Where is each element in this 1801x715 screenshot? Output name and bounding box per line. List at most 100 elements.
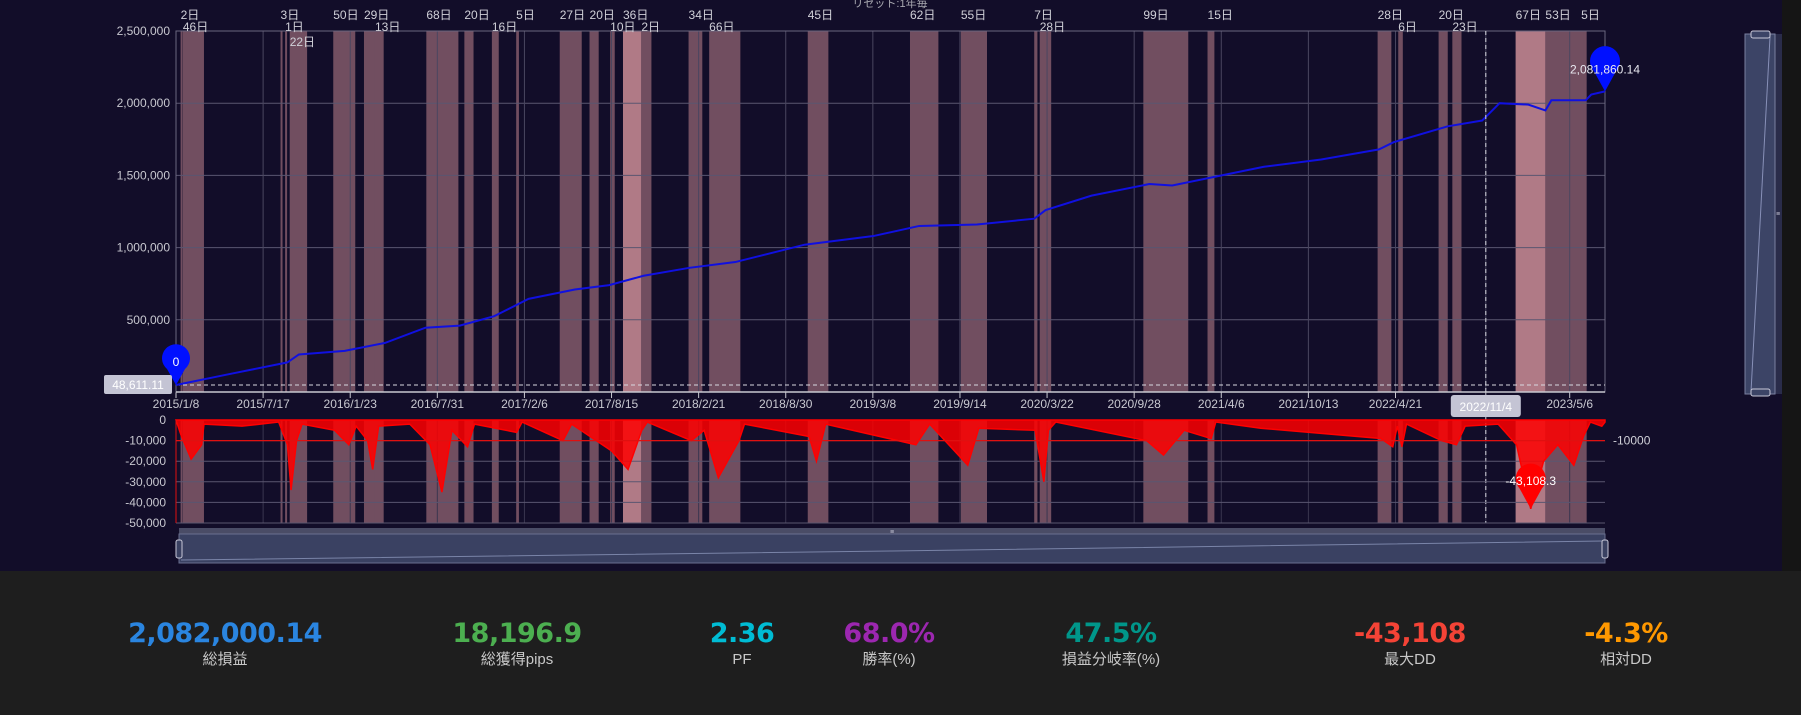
start-value-box (104, 374, 172, 394)
drawdown-band-lower (1581, 420, 1584, 523)
stat-value: 2.36 (709, 618, 775, 649)
band-duration-label: 36日 (623, 8, 648, 22)
band-duration-label: 23日 (1452, 20, 1477, 34)
x-tick-label: 2015/7/17 (236, 397, 290, 411)
drawdown-band (1581, 31, 1584, 392)
drawdown-area (174, 419, 1606, 509)
equity-line (175, 90, 1606, 386)
drawdown-band (1377, 31, 1392, 392)
stat-label: 勝率(%) (862, 651, 916, 668)
stat-label: 総損益 (202, 651, 248, 668)
drawdown-band-lower (1034, 420, 1038, 523)
end-value-label: 2,081,860.14 (1570, 62, 1640, 76)
navigator-left-handle[interactable] (175, 539, 183, 559)
drawdown-band (491, 31, 499, 392)
band-duration-label: 68日 (426, 8, 451, 22)
vslider-window (1744, 33, 1776, 395)
band-duration-label: 62日 (910, 8, 935, 22)
drawdown-band (516, 31, 519, 392)
navigator-mini-line (180, 540, 1604, 561)
vslider-bottom-handle[interactable] (1750, 388, 1771, 397)
dd-y-tick-label: -50,000 (125, 516, 166, 530)
start-pin-label: 0 (173, 355, 180, 369)
stat-value: 68.0% (843, 618, 935, 649)
stat-max-dd: -43,108 最大DD (1354, 618, 1466, 669)
end-pin-icon (1590, 46, 1621, 92)
band-duration-label: 99日 (1143, 8, 1168, 22)
drawdown-band (688, 31, 703, 392)
stat-label: PF (732, 651, 752, 668)
band-duration-label: 20日 (464, 8, 489, 22)
drawdown-band (333, 31, 356, 392)
drawdown-band (709, 31, 741, 392)
band-duration-label: 22日 (290, 35, 315, 49)
drawdown-band-lower (374, 420, 379, 523)
band-duration-label: 34日 (689, 8, 714, 22)
drawdown-band (285, 31, 288, 392)
drawdown-band-lower (491, 420, 499, 523)
x-tick-label: 2020/3/22 (1020, 397, 1074, 411)
stat-total-profit: 2,082,000.14 総損益 (128, 618, 322, 669)
vertical-zoom-slider[interactable]: ≡ (1744, 30, 1782, 397)
band-duration-label: 13日 (375, 20, 400, 34)
stat-breakeven-rate: 47.5% 損益分岐率(%) (1062, 618, 1160, 669)
dd-y-tick-label: -10,000 (125, 434, 166, 448)
drawdown-band-lower (280, 420, 283, 523)
drawdown-band (1398, 31, 1403, 392)
drawdown-band (559, 31, 582, 392)
drawdown-band (464, 31, 474, 392)
stat-label: 最大DD (1384, 651, 1436, 668)
band-duration-label: 1日 (285, 20, 304, 34)
drawdown-band-lower (1438, 420, 1448, 523)
drawdown-band-lower (610, 420, 615, 523)
x-tick-label: 2015/1/8 (153, 397, 200, 411)
stat-win-rate: 68.0% 勝率(%) (843, 618, 935, 669)
range-navigator[interactable]: ≡ (175, 528, 1609, 564)
band-duration-label: 46日 (183, 20, 208, 34)
drawdown-band (641, 31, 652, 392)
navigator-top-bar (179, 528, 1605, 534)
band-duration-label: 3日 (281, 8, 300, 22)
right-edge (1782, 0, 1801, 571)
navigator-right-handle[interactable] (1601, 539, 1609, 559)
y-tick-label: 2,000,000 (117, 96, 171, 110)
equity-chart[interactable]: 2,500,000 2,000,000 1,500,000 1,000,000 500,… (0, 0, 1801, 571)
y-tick-label: 500,000 (127, 313, 171, 327)
stat-value: 47.5% (1065, 618, 1157, 649)
band-duration-label: 15日 (1208, 8, 1233, 22)
drawdown-band (622, 31, 642, 392)
x-tick-label: 2021/10/13 (1278, 397, 1338, 411)
stat-value: -43,108 (1354, 618, 1466, 649)
drawdown-band (289, 31, 308, 392)
crosshair-label: 2022/11/4 (1460, 400, 1513, 414)
drawdown-band (610, 31, 615, 392)
x-tick-label: 2016/1/23 (324, 397, 378, 411)
x-tick-label: 2018/8/30 (759, 397, 813, 411)
dd-y-tick-label: -40,000 (125, 495, 166, 509)
band-duration-label: 2日 (641, 20, 660, 34)
drawdown-band-lower (1452, 420, 1462, 523)
band-duration-label: 2日 (181, 8, 200, 22)
y-tick-label: 1,500,000 (117, 168, 171, 182)
drawdown-band (1039, 31, 1052, 392)
navigator-grip-icon: ≡ (890, 529, 894, 536)
drawdown-band (374, 31, 379, 392)
y-tick-label: 1,000,000 (117, 241, 171, 255)
stat-value: -4.3% (1584, 618, 1668, 649)
drawdown-band (807, 31, 829, 392)
band-duration-label: 27日 (560, 8, 585, 22)
band-duration-label: 55日 (961, 8, 986, 22)
start-pin-icon (162, 344, 190, 385)
x-tick-label: 2023/5/6 (1546, 397, 1593, 411)
drawdown-band (1452, 31, 1462, 392)
band-duration-label: 10日 (610, 20, 635, 34)
navigator-window (178, 533, 1606, 564)
band-duration-label: 20日 (590, 8, 615, 22)
vslider-grip-icon: ≡ (1776, 211, 1780, 218)
drawdown-band-lower (516, 420, 519, 523)
vslider-top-handle[interactable] (1750, 30, 1771, 39)
drawdown-band (1515, 31, 1546, 392)
x-tick-label: 2018/2/21 (672, 397, 726, 411)
band-duration-label: 53日 (1545, 8, 1570, 22)
dd-threshold-label: -10000 (1613, 434, 1651, 448)
